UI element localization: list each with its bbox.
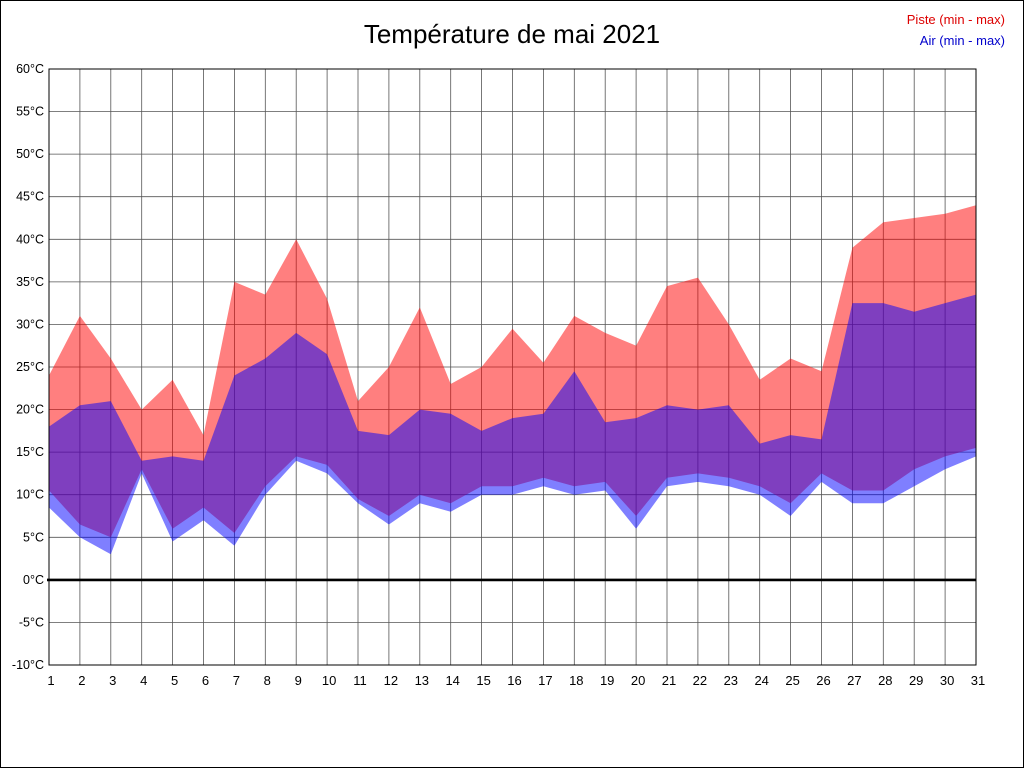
chart-legend: Piste (min - max) Air (min - max) <box>907 9 1005 51</box>
x-tick-label: 28 <box>878 673 892 688</box>
y-tick-label: 30°C <box>16 317 44 331</box>
x-tick-label: 6 <box>202 673 209 688</box>
x-tick-label: 31 <box>971 673 985 688</box>
x-tick-label: 15 <box>476 673 490 688</box>
y-tick-label: 0°C <box>23 573 44 587</box>
y-tick-label: 40°C <box>16 232 44 246</box>
y-tick-label: -5°C <box>19 615 44 629</box>
x-tick-label: 9 <box>295 673 302 688</box>
x-tick-label: 5 <box>171 673 178 688</box>
y-tick-label: 25°C <box>16 360 44 374</box>
legend-piste: Piste (min - max) <box>906 12 1005 27</box>
y-tick-label: 60°C <box>16 62 44 76</box>
x-tick-label: 10 <box>322 673 336 688</box>
y-tick-label: 35°C <box>16 275 44 289</box>
x-tick-label: 11 <box>353 673 367 688</box>
air-band <box>49 294 976 555</box>
x-tick-label: 22 <box>693 673 707 688</box>
x-tick-label: 3 <box>109 673 116 688</box>
x-tick-label: 14 <box>445 673 459 688</box>
y-tick-label: 10°C <box>16 488 44 502</box>
x-tick-label: 30 <box>940 673 954 688</box>
x-tick-label: 29 <box>909 673 923 688</box>
y-tick-label: 15°C <box>16 445 44 459</box>
x-tick-label: 18 <box>569 673 583 688</box>
x-tick-label: 1 <box>47 673 54 688</box>
x-tick-label: 8 <box>264 673 271 688</box>
x-tick-label: 23 <box>724 673 738 688</box>
y-tick-label: 55°C <box>16 105 44 119</box>
x-tick-label: 26 <box>816 673 830 688</box>
x-tick-label: 27 <box>847 673 861 688</box>
chart-title: Température de mai 2021 <box>363 19 661 49</box>
x-tick-label: 25 <box>785 673 799 688</box>
y-tick-label: 50°C <box>16 147 44 161</box>
x-tick-label: 19 <box>600 673 614 688</box>
x-tick-label: 20 <box>631 673 645 688</box>
x-tick-label: 13 <box>415 673 429 688</box>
y-tick-label: 20°C <box>16 403 44 417</box>
y-tick-label: 45°C <box>16 190 44 204</box>
x-tick-label: 16 <box>507 673 521 688</box>
x-tick-label: 7 <box>233 673 240 688</box>
x-tick-label: 12 <box>384 673 398 688</box>
y-tick-label: -10°C <box>12 658 44 672</box>
y-tick-label: 5°C <box>23 530 44 544</box>
plot-border <box>48 68 977 666</box>
x-tick-label: 2 <box>78 673 85 688</box>
x-tick-label: 21 <box>662 673 676 688</box>
x-tick-label: 4 <box>140 673 147 688</box>
x-tick-label: 17 <box>538 673 552 688</box>
x-tick-label: 24 <box>754 673 768 688</box>
legend-air: Air (min - max) <box>919 33 1005 48</box>
